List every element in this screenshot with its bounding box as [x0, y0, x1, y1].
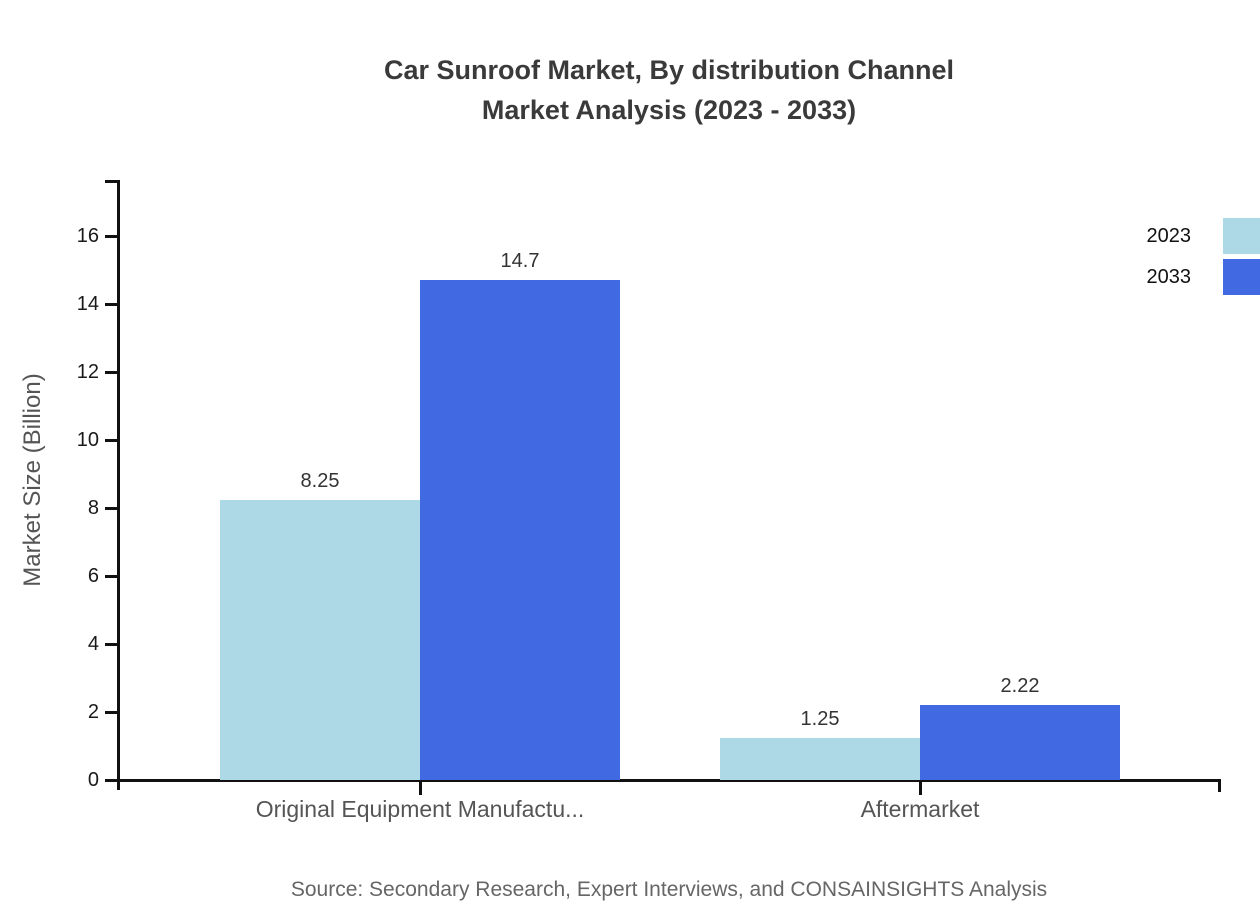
x-axis-tick — [419, 781, 422, 795]
y-axis-line — [117, 180, 120, 790]
y-axis-tick-label: 10 — [76, 429, 99, 451]
y-axis-tick — [105, 303, 117, 306]
y-axis-tick-label: 16 — [76, 225, 99, 247]
bar-2033-category-2 — [920, 704, 1120, 780]
legend-swatch-2023 — [1223, 218, 1260, 254]
source-note: Source: Secondary Research, Expert Inter… — [290, 878, 1048, 901]
bar-value-label: 8.25 — [300, 469, 340, 492]
chart-title-line2: Market Analysis (2023 - 2033) — [481, 95, 857, 125]
x-axis-tick — [919, 781, 922, 795]
y-axis-tick-label: 0 — [87, 769, 99, 791]
y-axis-tick — [105, 575, 117, 578]
legend-label-2023: 2023 — [1146, 224, 1192, 247]
chart-title: Car Sunroof Market, By distribution Chan… — [118, 50, 1220, 130]
bar-value-label: 2.22 — [1000, 674, 1040, 697]
x-axis-end-tick — [1218, 779, 1221, 792]
y-axis-tick-label: 14 — [76, 293, 99, 315]
chart-title-line1: Car Sunroof Market, By distribution Chan… — [383, 55, 955, 85]
y-axis-end-tick — [105, 180, 117, 183]
legend-label-2033: 2033 — [1146, 265, 1192, 288]
bar-2033-category-1 — [420, 280, 620, 780]
legend-swatch-2033 — [1223, 259, 1260, 295]
y-axis-tick — [105, 711, 117, 714]
bar-value-label: 1.25 — [800, 707, 840, 730]
y-axis-tick — [105, 779, 117, 782]
legend: 2023 2033 — [1147, 218, 1260, 295]
bar-2023-category-2 — [720, 737, 920, 780]
y-axis-tick — [105, 235, 117, 238]
y-axis-tick — [105, 507, 117, 510]
y-axis-tick-label: 12 — [76, 361, 99, 383]
x-axis-category-label: Aftermarket — [860, 796, 980, 822]
y-axis-tick — [105, 643, 117, 646]
legend-item-2033: 2033 — [1147, 259, 1260, 295]
y-axis-tick-label: 8 — [87, 497, 99, 519]
y-axis-tick-label: 2 — [87, 701, 99, 723]
x-axis-line — [117, 779, 1221, 782]
bar-2023-category-1 — [220, 499, 420, 780]
x-axis-category-label: Original Equipment Manufactu... — [255, 796, 585, 822]
bar-value-label: 14.7 — [500, 250, 540, 273]
legend-item-2023: 2023 — [1147, 218, 1260, 254]
y-axis-tick-label: 6 — [87, 565, 99, 587]
y-axis-tick — [105, 371, 117, 374]
y-axis-tick — [105, 439, 117, 442]
y-axis-title: Market Size (Billion) — [19, 373, 46, 587]
y-axis-tick-label: 4 — [87, 633, 99, 655]
